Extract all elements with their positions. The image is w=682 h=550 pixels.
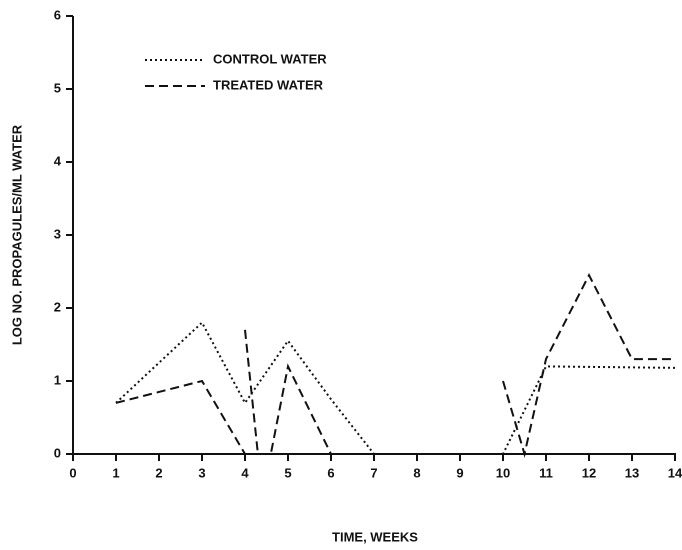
series-line <box>115 320 676 455</box>
y-tick-label: 1 <box>54 372 61 387</box>
y-tick-label: 3 <box>54 226 61 241</box>
x-tick-label: 5 <box>284 465 291 480</box>
y-tick-label: 6 <box>54 7 61 22</box>
x-tick-label: 10 <box>496 465 510 480</box>
series-line <box>115 272 675 458</box>
x-axis-label: TIME, WEEKS <box>332 529 418 544</box>
x-tick-label: 2 <box>155 465 162 480</box>
x-tick-label: 13 <box>625 465 639 480</box>
x-tick-label: 6 <box>327 465 334 480</box>
legend-label: CONTROL WATER <box>213 51 327 66</box>
x-tick-label: 14 <box>668 465 682 480</box>
y-tick-label: 5 <box>54 80 61 95</box>
x-tick-label: 8 <box>413 465 420 480</box>
legend-label: TREATED WATER <box>213 77 324 92</box>
x-tick-label: 0 <box>69 465 76 480</box>
y-tick-label: 0 <box>54 445 61 460</box>
y-tick-label: 2 <box>54 299 61 314</box>
x-tick-label: 9 <box>456 465 463 480</box>
x-tick-label: 12 <box>582 465 596 480</box>
x-tick-label: 7 <box>370 465 377 480</box>
y-tick-label: 4 <box>54 153 62 168</box>
x-tick-label: 3 <box>198 465 205 480</box>
y-axis-label: LOG NO. PROPAGULES/ML WATER <box>9 124 24 345</box>
x-tick-label: 1 <box>112 465 119 480</box>
x-tick-label: 11 <box>539 465 553 480</box>
x-tick-label: 4 <box>241 465 249 480</box>
